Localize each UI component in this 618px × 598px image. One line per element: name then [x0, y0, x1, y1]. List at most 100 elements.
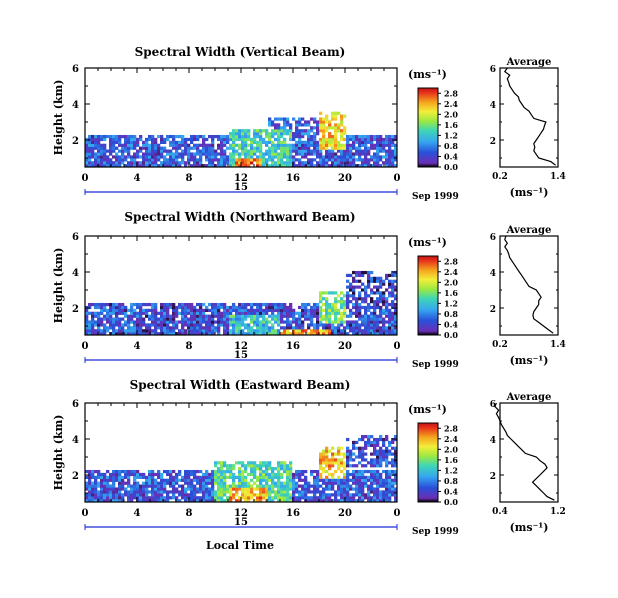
heatmap-cell: [331, 481, 335, 485]
heatmap-cell: [355, 311, 359, 315]
heatmap-cell: [130, 320, 134, 324]
heatmap-cell: [256, 332, 260, 336]
heatmap-cell: [253, 467, 257, 471]
heatmap-cell: [229, 164, 233, 168]
heatmap-cell: [331, 308, 335, 312]
heatmap-cell: [148, 484, 152, 488]
heatmap-cell: [142, 140, 146, 144]
heatmap-cell: [289, 475, 293, 479]
heatmap-cell: [145, 493, 149, 497]
panel-title: Spectral Width (Northward Beam): [124, 210, 355, 224]
heatmap-cell: [373, 320, 377, 324]
heatmap-cell: [367, 149, 371, 153]
heatmap-cell: [346, 481, 350, 485]
heatmap-cell: [376, 300, 380, 304]
heatmap-cell: [277, 484, 281, 488]
heatmap-cell: [196, 499, 200, 503]
heatmap-cell: [265, 323, 269, 327]
heatmap-cell: [391, 446, 395, 450]
heatmap-cell: [304, 120, 308, 124]
heatmap-cell: [352, 279, 356, 283]
heatmap-cell: [145, 481, 149, 485]
heatmap-cell: [169, 143, 173, 147]
heatmap-cell: [121, 484, 125, 488]
heatmap-cell: [385, 314, 389, 318]
heatmap-cell: [100, 493, 104, 497]
heatmap-cell: [346, 140, 350, 144]
heatmap-cell: [217, 469, 221, 474]
heatmap-cell: [121, 317, 125, 321]
heatmap-cell: [88, 311, 92, 315]
heatmap-cell: [367, 487, 371, 491]
heatmap-cell: [166, 490, 170, 494]
heatmap-cell: [91, 332, 95, 336]
heatmap-cell: [337, 126, 341, 130]
heatmap-cell: [352, 440, 356, 445]
heatmap-cell: [382, 308, 386, 312]
heatmap-cell: [313, 149, 317, 153]
heatmap-cell: [244, 499, 248, 503]
heatmap-cell: [301, 302, 305, 307]
heatmap-cell: [325, 329, 329, 333]
heatmap-cell: [277, 305, 281, 310]
heatmap-cell: [169, 326, 173, 330]
colorbar-tick-label: 1.2: [444, 130, 458, 140]
heatmap-cell: [310, 161, 314, 165]
heatmap-cell: [346, 464, 350, 468]
heatmap-cell: [316, 123, 320, 127]
heatmap-cell: [379, 291, 383, 295]
heatmap-cell: [94, 332, 98, 336]
y-tick-label: 4: [72, 100, 79, 111]
heatmap-cell: [364, 496, 368, 500]
heatmap-cell: [154, 493, 158, 497]
heatmap-cell: [148, 146, 152, 150]
heatmap-cell: [166, 499, 170, 503]
heatmap-cell: [193, 314, 197, 318]
heatmap-cell: [166, 308, 170, 312]
heatmap-cell: [163, 140, 167, 144]
heatmap-cell: [190, 164, 194, 168]
heatmap-cell: [205, 320, 209, 324]
heatmap-cell: [163, 314, 167, 318]
heatmap-cell: [238, 302, 242, 307]
heatmap-cell: [181, 155, 185, 159]
heatmap-cell: [151, 493, 155, 497]
heatmap-cell: [244, 326, 248, 330]
heatmap-cell: [211, 332, 215, 336]
heatmap-cell: [280, 320, 284, 324]
heatmap-cell: [286, 158, 290, 162]
heatmap-cell: [151, 140, 155, 144]
heatmap-cell: [238, 481, 242, 485]
heatmap-cell: [148, 326, 152, 330]
heatmap-cell: [196, 308, 200, 312]
heatmap-cell: [256, 161, 260, 165]
heatmap-cell: [370, 276, 374, 280]
heatmap-cell: [283, 499, 287, 503]
heatmap-cell: [385, 288, 389, 292]
heatmap-cell: [343, 155, 347, 159]
heatmap-cell: [160, 305, 164, 310]
heatmap-cell: [298, 149, 302, 153]
heatmap-cell: [163, 161, 167, 165]
heatmap-cell: [325, 317, 329, 321]
heatmap-cell: [325, 146, 329, 150]
heatmap-cell: [232, 152, 236, 156]
heatmap-cell: [118, 329, 122, 333]
heatmap-cell: [220, 461, 224, 465]
heatmap-cell: [160, 323, 164, 327]
heatmap-cell: [115, 140, 119, 144]
heatmap-cell: [178, 469, 182, 474]
heatmap-cell: [352, 288, 356, 292]
heatmap-cell: [97, 314, 101, 318]
heatmap-cell: [133, 155, 137, 159]
heatmap-cell: [349, 134, 353, 139]
heatmap-cell: [361, 161, 365, 165]
heatmap-cell: [280, 308, 284, 312]
heatmap-cell: [244, 137, 248, 142]
heatmap-cell: [361, 143, 365, 147]
heatmap-cell: [160, 496, 164, 500]
heatmap-cell: [364, 332, 368, 336]
heatmap-cell: [145, 332, 149, 336]
heatmap-cell: [373, 155, 377, 159]
heatmap-cell: [247, 472, 251, 477]
